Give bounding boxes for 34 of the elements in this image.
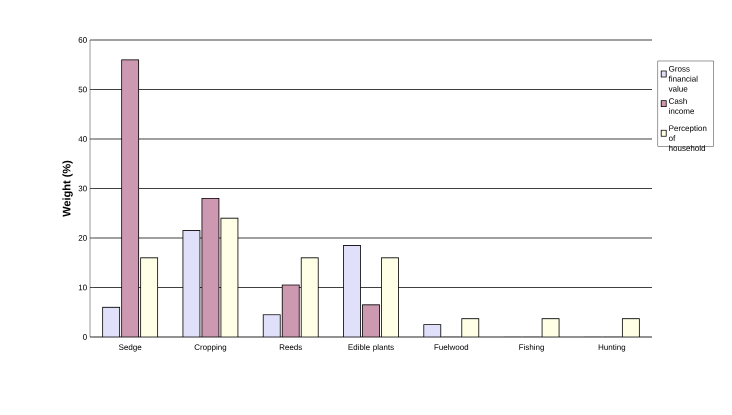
x-tick-label: Edible plants <box>348 344 394 352</box>
bar <box>622 318 640 337</box>
legend-label: Perception of household <box>668 125 706 152</box>
y-tick-label: 30 <box>78 186 87 192</box>
bar <box>300 257 319 337</box>
x-tick-label: Fuelwood <box>434 344 468 350</box>
bar <box>262 314 281 337</box>
x-tick-label: Hunting <box>598 344 626 352</box>
bar <box>343 245 361 337</box>
y-tick-label: 40 <box>78 136 87 142</box>
bar <box>182 230 200 337</box>
x-tick-label: Reeds <box>280 344 302 350</box>
y-axis-title: Weight (%) <box>62 160 73 217</box>
x-tick-label: Fishing <box>519 344 544 352</box>
legend-label: Gross financial value <box>668 66 698 92</box>
bar <box>282 284 300 337</box>
y-tick-label: 60 <box>78 37 87 43</box>
bar <box>362 304 380 337</box>
y-tick-label: 50 <box>78 86 87 92</box>
y-tick-label: 20 <box>78 235 87 241</box>
bar <box>461 318 480 337</box>
bar <box>140 257 158 337</box>
bar <box>542 318 560 337</box>
y-tick-label: 10 <box>78 284 87 290</box>
bar <box>424 324 441 337</box>
bar <box>102 306 120 337</box>
x-tick-label: Sedge <box>118 344 142 352</box>
legend-label: Cash income <box>669 98 694 114</box>
y-tick-label: 0 <box>83 334 87 340</box>
x-tick-label: Cropping <box>194 344 226 352</box>
bar <box>381 257 399 337</box>
bar <box>220 218 238 337</box>
bar <box>202 198 220 337</box>
bar <box>121 59 140 337</box>
